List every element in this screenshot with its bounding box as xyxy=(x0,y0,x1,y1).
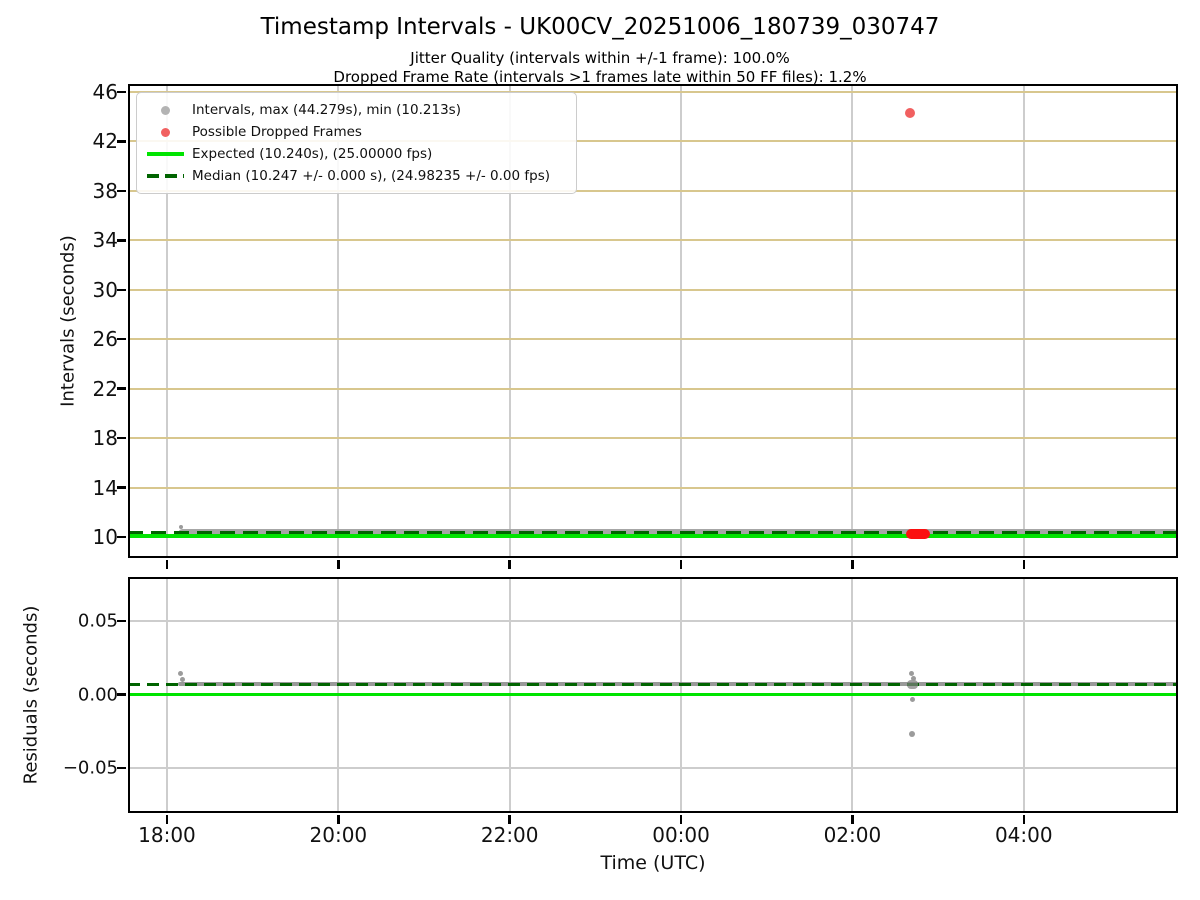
gridline-h xyxy=(128,140,1178,143)
legend-item-label: Intervals, max (44.279s), min (10.213s) xyxy=(192,102,461,118)
residual-cluster-smear xyxy=(907,679,918,689)
y-tick-label: 46 xyxy=(92,80,118,105)
residual-start-dot xyxy=(179,676,185,682)
median-line-icon xyxy=(146,174,184,178)
x-tick-label: 00:00 xyxy=(652,823,710,847)
x-tick-label: 04:00 xyxy=(994,823,1053,847)
y-tick-label: 10 xyxy=(92,524,118,549)
legend-item-label: Possible Dropped Frames xyxy=(192,124,362,140)
y-tick-mark xyxy=(117,288,126,292)
gridline-v xyxy=(1022,84,1025,558)
legend-item-intervals: Intervals, max (44.279s), min (10.213s) xyxy=(145,99,566,121)
gridline-v xyxy=(165,84,168,558)
intervals-plot-area: 10 14 18 22 26 30 34 38 42 46 xyxy=(93,80,1178,569)
y-tick-label: 30 xyxy=(92,277,118,302)
x-tick-mark xyxy=(165,560,169,569)
y-tick-mark xyxy=(117,766,126,770)
gridline-h xyxy=(128,91,1178,94)
y-tick-mark xyxy=(117,239,126,242)
max-interval-point xyxy=(904,108,915,119)
x-tick-mark xyxy=(1022,815,1026,824)
residuals-y-axis-label: Residuals (seconds) xyxy=(20,605,42,785)
gridline-v xyxy=(508,84,511,558)
y-tick-mark xyxy=(117,140,126,143)
dropped-frames-dot-icon xyxy=(160,127,170,137)
residuals-plot-area: 18:00 20:00 22:00 00:00 02:00 04:00 0.05 0.00 −0… xyxy=(63,577,1178,847)
y-tick-mark xyxy=(117,535,126,539)
x-tick-mark xyxy=(337,560,340,569)
y-tick-mark xyxy=(117,189,126,193)
residual-dot xyxy=(909,731,916,738)
y-tick-label: 26 xyxy=(92,327,118,352)
x-tick-mark xyxy=(337,815,340,824)
y-tick-label: 42 xyxy=(92,129,118,154)
residual-dot xyxy=(909,697,915,703)
x-tick-label: 22:00 xyxy=(480,823,539,847)
x-tick-mark xyxy=(851,815,854,824)
x-tick-mark xyxy=(508,815,511,824)
x-tick-mark xyxy=(1022,560,1026,569)
gridline-h xyxy=(128,767,1178,770)
y-tick-label: 0.05 xyxy=(77,610,118,632)
interval-start-dot xyxy=(178,525,183,530)
residual-dot xyxy=(910,675,916,681)
y-tick-mark xyxy=(117,90,126,94)
legend-item-label: Expected (10.240s), (25.00000 fps) xyxy=(192,146,433,162)
y-tick-mark xyxy=(117,436,126,440)
gridline-h xyxy=(128,486,1178,489)
legend-item-dropped-frames: Possible Dropped Frames xyxy=(145,121,566,143)
legend: Intervals, max (44.279s), min (10.213s) … xyxy=(136,92,577,194)
gridline-h xyxy=(128,620,1178,623)
x-tick-mark xyxy=(165,815,169,824)
jitter-quality-subtitle: Jitter Quality (intervals within +/-1 fr… xyxy=(410,49,790,67)
dropped-frame-rate-subtitle: Dropped Frame Rate (intervals >1 frames … xyxy=(333,68,867,86)
y-tick-label: −0.05 xyxy=(62,757,118,779)
gridline-h xyxy=(128,288,1178,291)
gridline-v xyxy=(851,84,854,558)
gridline-h xyxy=(128,338,1178,341)
gridline-h xyxy=(128,189,1178,192)
x-tick-mark xyxy=(679,815,683,824)
y-tick-label: 34 xyxy=(92,228,118,253)
x-tick-label: 02:00 xyxy=(823,823,882,847)
y-tick-label: 0.00 xyxy=(77,684,118,706)
x-tick-mark xyxy=(851,560,854,569)
gridline-v xyxy=(337,84,340,558)
expected-line xyxy=(128,692,1178,697)
legend-item-expected: Expected (10.240s), (25.00000 fps) xyxy=(145,143,566,165)
intervals-y-axis-label: Intervals (seconds) xyxy=(57,235,79,407)
chart-title: Timestamp Intervals - UK00CV_20251006_18… xyxy=(260,14,940,40)
y-tick-mark xyxy=(117,337,126,341)
y-tick-label: 18 xyxy=(92,426,118,451)
y-tick-label: 14 xyxy=(92,475,118,500)
y-tick-mark xyxy=(117,486,126,489)
x-tick-mark xyxy=(508,560,511,569)
legend-item-median: Median (10.247 +/- 0.000 s), (24.98235 +… xyxy=(145,165,566,187)
intervals-dot-icon xyxy=(160,105,170,115)
y-tick-mark xyxy=(117,693,126,696)
gridline-h xyxy=(128,387,1178,390)
median-line xyxy=(128,682,1178,687)
y-tick-mark xyxy=(117,619,126,623)
gridline-h xyxy=(128,437,1178,440)
median-line xyxy=(128,530,1178,535)
x-tick-label: 18:00 xyxy=(138,823,196,847)
gridline-v xyxy=(680,84,683,558)
gridline-h xyxy=(128,239,1178,242)
expected-line-icon xyxy=(146,152,184,156)
y-tick-label: 38 xyxy=(92,178,118,203)
legend-item-label: Median (10.247 +/- 0.000 s), (24.98235 +… xyxy=(192,168,551,184)
time-x-axis-label: Time (UTC) xyxy=(600,852,706,874)
residual-start-dot xyxy=(178,670,184,676)
y-tick-label: 22 xyxy=(92,376,118,401)
residual-dot xyxy=(909,670,915,676)
expected-line xyxy=(128,534,1178,539)
x-tick-mark xyxy=(679,560,683,569)
x-tick-label: 20:00 xyxy=(309,823,368,847)
dropped-frames-cluster xyxy=(905,528,930,539)
y-tick-mark xyxy=(117,387,126,390)
